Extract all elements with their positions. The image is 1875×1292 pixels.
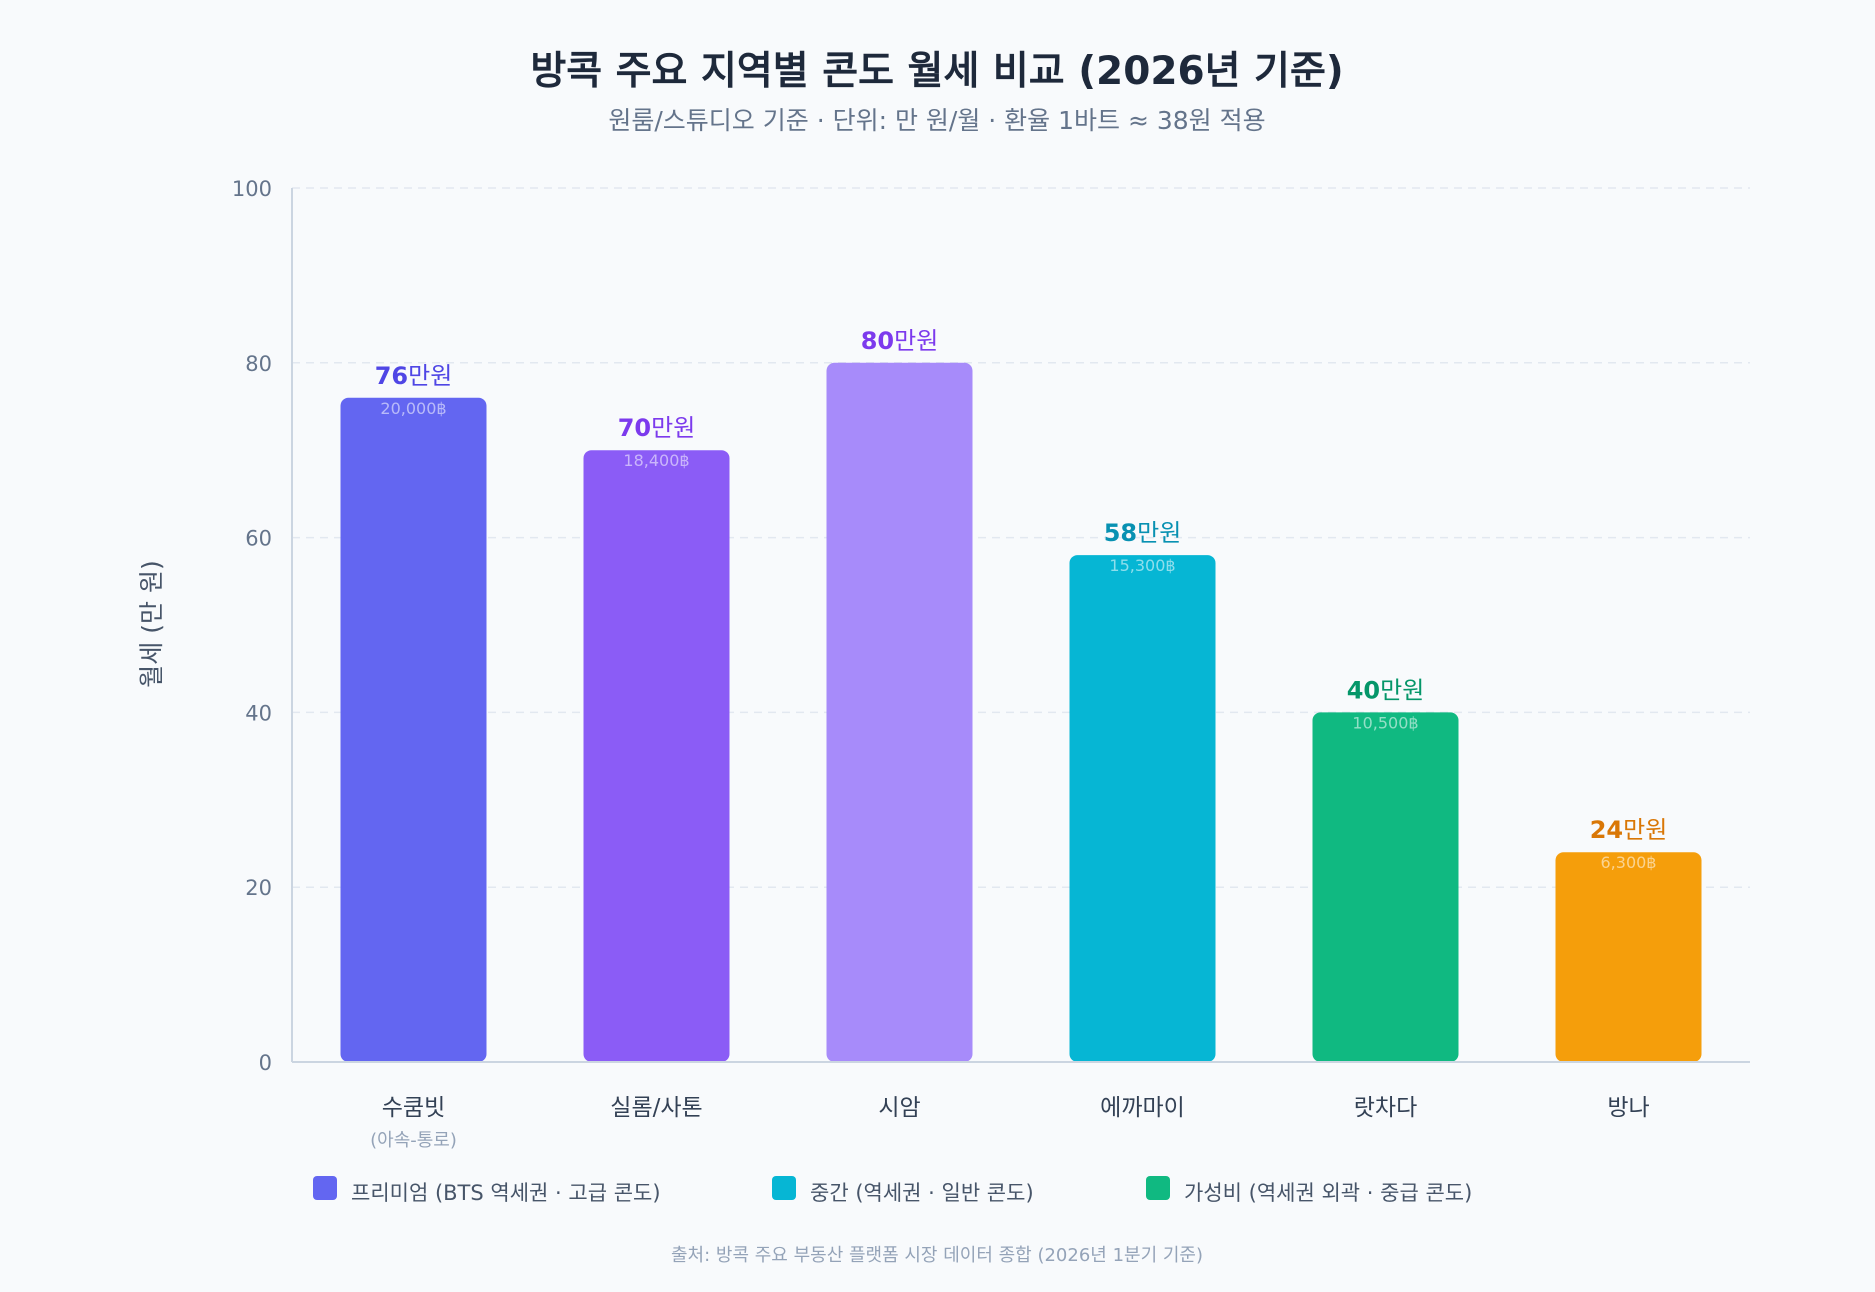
chart-subtitle: 원룸/스튜디오 기준 · 단위: 만 원/월 · 환율 1바트 ≈ 38원 적용 <box>608 106 1265 135</box>
x-tick-label: 시암 <box>878 1095 920 1121</box>
data-label: 76만원 <box>375 362 453 390</box>
bars: 76만원 20,000฿ 70만원 18,400฿ 80만원 58만원 15,300฿ 40만… <box>340 327 1702 1062</box>
baht-label: 18,400฿ <box>623 451 689 470</box>
bar <box>1069 555 1216 1062</box>
legend-label: 중간 (역세권 · 일반 콘도) <box>810 1181 1034 1205</box>
y-tick-label: 100 <box>232 177 272 201</box>
bar <box>1312 712 1459 1062</box>
x-tick-label: 랏차다 <box>1354 1095 1417 1121</box>
bar <box>583 450 730 1062</box>
data-label: 40만원 <box>1347 676 1425 704</box>
x-tick-sublabel: (아속-통로) <box>370 1130 457 1151</box>
legend-label: 가성비 (역세권 외곽 · 중급 콘도) <box>1184 1181 1472 1205</box>
chart-title: 방콕 주요 지역별 콘도 월세 비교 (2026년 기준) <box>530 49 1343 94</box>
legend-swatch <box>313 1176 337 1200</box>
baht-label: 10,500฿ <box>1352 713 1418 732</box>
data-label: 70만원 <box>618 414 696 442</box>
legend-label: 프리미엄 (BTS 역세권 · 고급 콘도) <box>351 1181 661 1205</box>
x-tick-label: 실롬/사톤 <box>610 1095 702 1121</box>
bar <box>340 397 487 1062</box>
legend: 프리미엄 (BTS 역세권 · 고급 콘도) 중간 (역세권 · 일반 콘도) 가성… <box>313 1176 1472 1205</box>
y-axis-label: 월세 (만 원) <box>137 560 166 687</box>
data-label: 24만원 <box>1590 816 1668 844</box>
baht-label: 15,300฿ <box>1109 556 1175 575</box>
data-label: 58만원 <box>1104 519 1182 547</box>
y-tick-label: 20 <box>245 876 272 900</box>
y-tick-label: 0 <box>259 1051 272 1075</box>
y-tick-label: 60 <box>245 527 272 551</box>
gridlines <box>292 187 1750 888</box>
bar <box>1555 852 1702 1062</box>
x-tick-label: 방나 <box>1607 1095 1649 1121</box>
legend-swatch <box>1146 1176 1170 1200</box>
baht-label: 6,300฿ <box>1601 853 1657 872</box>
source-note: 출처: 방콕 주요 부동산 플랫폼 시장 데이터 종합 (2026년 1분기 기… <box>671 1245 1203 1266</box>
data-label: 80만원 <box>861 327 939 355</box>
x-tick-label: 수쿰빗 <box>382 1095 445 1121</box>
bar <box>826 362 973 1062</box>
y-tick-label: 80 <box>245 352 272 376</box>
y-tick-label: 40 <box>245 701 272 725</box>
legend-swatch <box>772 1176 796 1200</box>
axes: 0 20 40 60 80 100 수쿰빗 (아속-통로) 실롬/사톤 시암 에까마이 랏차다 방나 <box>232 177 1750 1151</box>
x-tick-label: 에까마이 <box>1100 1095 1185 1121</box>
baht-label: 20,000฿ <box>380 399 446 418</box>
